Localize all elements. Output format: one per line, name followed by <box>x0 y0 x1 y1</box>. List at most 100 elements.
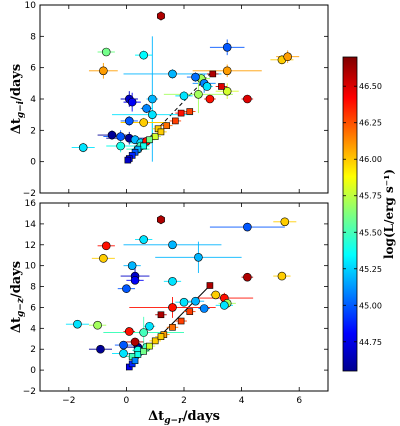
data-point <box>191 296 200 306</box>
data-point-square <box>218 83 225 90</box>
x-tick-label: 0 <box>124 396 130 406</box>
data-point <box>222 66 232 76</box>
data-point-square <box>134 351 142 358</box>
data-point <box>139 118 148 127</box>
data-point-hexagon <box>157 11 165 21</box>
data-point <box>205 94 215 104</box>
bottom-panel-y-label: Δtg−z/days <box>9 261 26 333</box>
data-point <box>243 94 252 104</box>
y-tick-label: 6 <box>30 64 36 74</box>
data-point <box>122 284 131 293</box>
data-point <box>194 253 203 262</box>
plot-area <box>71 11 300 164</box>
y-tick-label: −2 <box>23 387 36 397</box>
data-point <box>139 50 148 60</box>
bottom-panel-x-ticks: −2 0 2 4 6 <box>62 203 302 406</box>
top-panel: −2 0 2 4 6 8 10 Δtg−i/days <box>9 1 329 199</box>
data-point <box>168 69 177 79</box>
y-tick-label: 10 <box>25 1 37 11</box>
plot-area <box>65 215 297 371</box>
data-point <box>199 304 209 313</box>
y-tick-label: 14 <box>25 220 37 230</box>
data-point <box>179 91 189 101</box>
data-point <box>277 271 287 281</box>
data-point <box>148 94 157 104</box>
data-point-square <box>146 136 153 144</box>
data-point <box>168 277 177 286</box>
top-panel-y-ticks: −2 0 2 4 6 8 10 <box>23 1 328 199</box>
data-point-square <box>169 323 176 331</box>
data-point-square <box>124 156 132 164</box>
data-point <box>283 52 292 62</box>
data-point <box>243 272 252 282</box>
data-point <box>99 254 108 263</box>
data-point <box>179 297 189 307</box>
data-point <box>73 319 82 329</box>
data-point <box>119 340 128 350</box>
y-tick-label: 2 <box>30 345 36 355</box>
data-point <box>116 141 125 151</box>
data-point <box>139 328 148 337</box>
data-point <box>139 235 148 244</box>
data-point <box>211 290 220 300</box>
data-point-square <box>140 142 147 150</box>
colorbar-tick-label: 46.25 <box>359 119 382 128</box>
y-tick-label: 4 <box>30 95 36 105</box>
data-point <box>168 303 177 312</box>
data-point <box>127 261 137 270</box>
y-tick-label: −2 <box>23 189 36 199</box>
data-point <box>148 110 157 119</box>
data-point <box>119 349 128 358</box>
y-tick-label: 10 <box>25 262 37 272</box>
top-panel-x-ticks <box>68 5 300 193</box>
y-tick-label: 0 <box>30 158 36 168</box>
fit-line <box>126 73 211 163</box>
data-point <box>101 241 111 251</box>
data-point <box>243 222 252 232</box>
data-point <box>124 116 134 126</box>
data-point <box>168 240 177 250</box>
data-point <box>96 344 105 354</box>
data-point <box>99 66 108 76</box>
colorbar-tick-label: 45.00 <box>359 301 382 310</box>
data-point <box>222 42 232 52</box>
data-point-square <box>177 109 185 117</box>
colorbar: 44.75 45.00 45.25 45.50 45.75 46.00 46.25 46.50… <box>342 56 396 372</box>
data-point <box>116 132 125 141</box>
y-tick-label: 8 <box>30 32 36 42</box>
data-point-square <box>157 311 165 319</box>
data-point <box>93 320 102 330</box>
colorbar-tick-label: 45.75 <box>359 192 382 201</box>
x-tick-label: 4 <box>239 396 245 406</box>
data-point <box>124 327 134 336</box>
data-point-hexagon <box>157 215 165 225</box>
data-point-square <box>157 128 165 136</box>
y-tick-label: 16 <box>25 199 37 209</box>
y-tick-label: 0 <box>30 366 36 376</box>
bottom-panel-frame <box>39 202 329 392</box>
data-point <box>142 104 151 113</box>
data-point-square <box>177 317 185 325</box>
data-point <box>107 130 117 140</box>
bottom-panel-marks <box>65 215 297 371</box>
y-tick-label: 12 <box>25 241 36 251</box>
y-tick-label: 2 <box>30 126 36 136</box>
data-point <box>101 47 111 57</box>
data-point-square <box>157 333 165 340</box>
top-panel-y-label: Δtg−i/days <box>9 64 26 135</box>
data-point <box>130 337 140 347</box>
data-point <box>202 82 212 91</box>
data-point-square <box>151 337 159 345</box>
data-point-square <box>146 342 153 350</box>
x-tick-label: 2 <box>181 396 187 406</box>
data-point <box>222 86 232 96</box>
colorbar-tick-label: 44.75 <box>359 338 382 347</box>
data-point <box>127 97 137 107</box>
data-point <box>194 90 203 99</box>
data-point <box>78 143 88 152</box>
x-tick-label: 6 <box>296 396 302 406</box>
colorbar-tick-label: 45.50 <box>359 228 382 237</box>
data-point-square <box>131 357 139 365</box>
colorbar-gradient <box>342 56 358 372</box>
